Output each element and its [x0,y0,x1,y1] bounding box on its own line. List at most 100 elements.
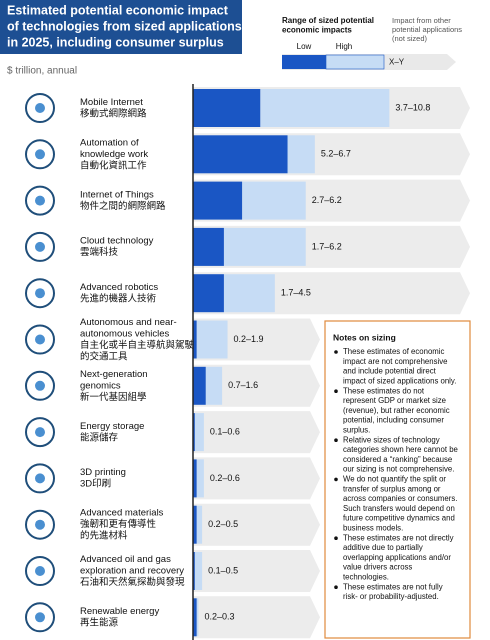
high-bar [223,227,306,266]
tech-icon-dot [35,380,45,391]
tech-icon-dot [35,566,45,576]
high-bar [287,135,315,174]
category-label: Next-generation [80,369,148,380]
range-label: 1.7–4.5 [281,288,311,298]
high-bar [205,366,223,405]
tech-icon [25,278,55,309]
category-label: Autonomous and near- [80,317,177,328]
category-label: Cloud technology [80,236,154,247]
note-line: and include potential direct [343,367,437,376]
note-line: across companies or consumers. [343,494,457,503]
legend-title: Range of sized potential [282,16,374,25]
category-label: Mobile Internet [80,97,143,108]
bullet [334,438,338,443]
notes-title: Notes on sizing [333,332,396,342]
note-line: represent GDP or market size [343,396,446,405]
chart-title: of technologies from sized applications [7,19,242,33]
high-bar [196,598,199,637]
legend-title: economic impacts [282,26,352,35]
note-line: value drivers across [343,563,412,572]
note-line: business models. [343,523,403,532]
category-label-zh: 物件之間的網際網路 [80,200,166,212]
bullet [334,536,338,540]
tech-icon-dot [35,612,45,623]
range-label: 0.2–1.9 [234,334,264,344]
high-bar [196,459,204,498]
category-label: Automation of [80,137,139,148]
range-label: 0.1–0.5 [208,565,238,575]
low-bar [193,320,197,359]
tech-icon-dot [35,288,45,299]
legend-label: Low [297,42,312,51]
notes-box [324,320,471,639]
tech-icon [25,231,55,262]
tech-icon-dot [35,427,45,438]
impact-chevron [193,550,320,592]
title-box [0,0,242,54]
low-bar [193,552,195,590]
note-line: (revenue), but rather economic [343,406,450,415]
note-line: technologies. [343,572,389,581]
high-bar [196,320,228,359]
impact-chevron [193,411,320,454]
category-label: Renewable energy [80,606,159,617]
note-line: impact are not comprehensive [343,357,447,366]
category-label-zh: 移動式網際網路 [80,107,147,119]
range-label: 0.2–0.6 [210,473,240,483]
note-line: transfer of surplus among or [343,484,441,493]
note-line: Such transfers would depend on [343,504,455,513]
low-bar [193,89,261,127]
range-label: 0.7–1.6 [228,380,258,390]
category-label-zh: 的先進材料 [80,530,128,542]
low-bar [193,135,288,174]
tech-icon-dot [35,519,45,530]
category-label-zh: 再生能源 [80,617,119,629]
category-label-zh: 的交通工具 [80,350,128,362]
low-bar [193,413,195,452]
tech-icon-dot [35,241,45,252]
low-bar [193,274,224,313]
category-label: Energy storage [80,421,144,432]
impact-chevron [193,457,320,500]
low-bar [193,181,243,220]
legend-range-label: X–Y [389,58,405,67]
note-line: potential, including consumer [343,416,444,425]
category-label-zh: 新一代基因組學 [80,391,147,403]
note-line: These estimates of economic [343,347,445,356]
range-label: 5.2–6.7 [321,149,351,159]
note-line: Relative sizes of technology [343,435,440,444]
tech-icon [25,139,55,170]
note-line: considered a “ranking” because [343,455,452,464]
impact-chevron [193,596,320,639]
tech-icon [25,602,55,633]
category-label: Internet of Things [80,189,154,200]
range-label: 0.2–0.5 [208,519,238,529]
legend-swatch [282,55,326,69]
low-bar [193,459,197,498]
category-label: genomics [80,380,121,391]
high-bar [196,505,203,544]
note-line: These estimates do not [343,386,425,395]
tech-icon [25,370,55,401]
category-label-zh: 自主化或半自主導航與駕駛 [80,339,195,351]
category-label: Advanced robotics [80,282,158,293]
category-label-zh: 先進的機器人技術 [80,292,157,304]
tech-icon-dot [35,334,45,345]
bullet [334,389,338,394]
range-label: 0.1–0.6 [210,426,240,436]
high-bar [223,274,275,313]
note-line: surplus. [343,425,370,434]
range-label: 2.7–6.2 [312,195,342,205]
legend-other: potential applications [392,25,462,34]
tech-icon-dot [35,149,45,160]
tech-icon [25,509,55,540]
category-label-zh: 3D印刷 [80,478,111,490]
category-label: knowledge work [80,149,148,160]
note-line: overlapping applications and/or [343,553,451,562]
category-label: 3D printing [80,467,126,478]
note-line: impact of sized applications only. [343,376,456,385]
high-bar [242,181,306,220]
subtitle: $ trillion, annual [7,66,77,77]
legend-label: High [336,42,352,51]
note-line: These estimates are not fully [343,582,443,591]
